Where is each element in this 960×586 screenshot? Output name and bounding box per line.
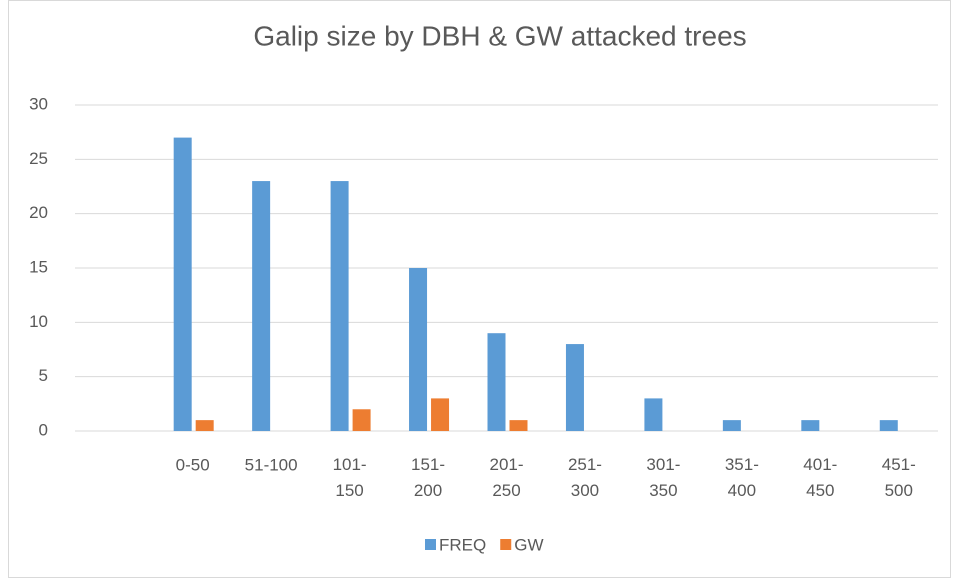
bar: [722, 420, 741, 431]
y-tick-label: 30: [29, 94, 48, 113]
bar: [330, 181, 349, 431]
x-tick-label: 51-100: [245, 455, 298, 474]
bar: [195, 420, 214, 431]
x-tick-label: 151-200: [411, 455, 445, 500]
x-tick-label: 451-500: [882, 455, 916, 500]
y-tick-label: 15: [29, 257, 48, 276]
y-tick-label: 25: [29, 149, 48, 168]
x-tick-label: 101-150: [333, 455, 367, 500]
y-tick-label: 5: [39, 366, 48, 385]
bar: [565, 344, 584, 431]
bar: [801, 420, 820, 431]
x-tick-label: 401-450: [803, 455, 837, 500]
bar: [644, 398, 663, 431]
bar: [487, 333, 506, 431]
chart-border: [8, 0, 951, 578]
bar: [431, 398, 450, 431]
legend-swatch: [425, 539, 436, 550]
legend-swatch: [500, 539, 512, 550]
y-tick-label: 0: [39, 420, 48, 439]
legend-label: GW: [514, 535, 543, 554]
y-tick-label: 10: [29, 312, 48, 331]
y-tick-label: 20: [29, 203, 48, 222]
x-tick-label: 351-400: [725, 455, 759, 500]
legend-label: FREQ: [439, 535, 486, 554]
x-tick-label: 301-350: [646, 455, 680, 500]
bar: [173, 137, 192, 431]
chart-title: Galip size by DBH & GW attacked trees: [253, 20, 746, 51]
bar: [509, 420, 528, 431]
x-tick-label: 201-250: [489, 455, 523, 500]
bar: [252, 181, 271, 431]
bar: [352, 409, 371, 431]
x-tick-label: 251-300: [568, 455, 602, 500]
bar: [409, 268, 428, 431]
x-tick-label: 0-50: [176, 455, 210, 474]
bar: [879, 420, 898, 431]
